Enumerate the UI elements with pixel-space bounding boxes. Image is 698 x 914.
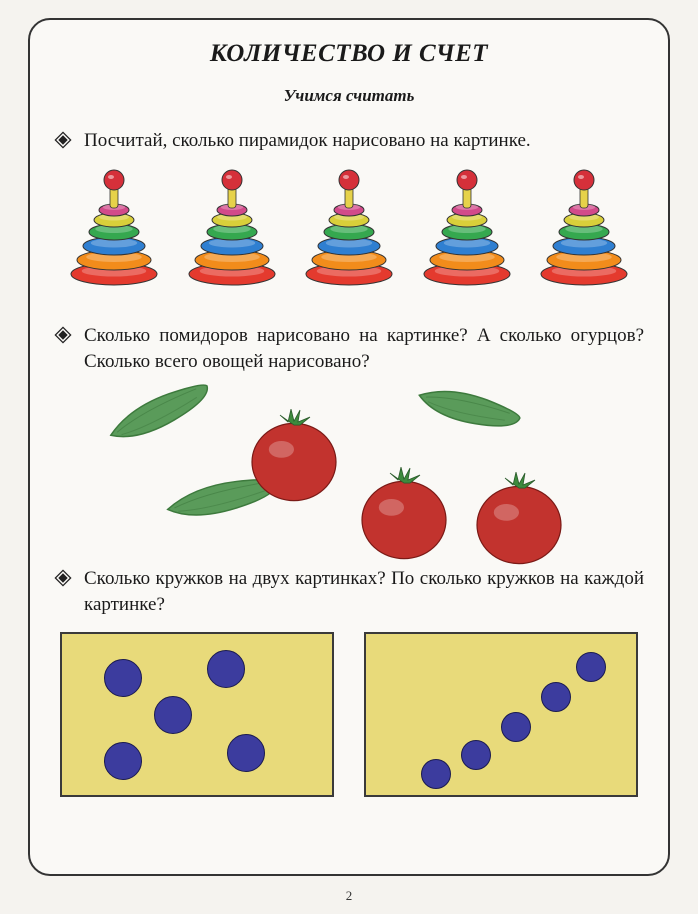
pyramid-icon <box>299 166 399 301</box>
pyramid-icon <box>417 166 517 301</box>
diamond-bullet-icon <box>54 131 72 154</box>
pyramid-icon <box>534 166 634 301</box>
cucumber-icon <box>96 371 223 461</box>
cucumber-icon <box>405 375 527 446</box>
counting-dot <box>227 734 265 772</box>
counting-dot <box>501 712 531 742</box>
counting-dot <box>421 759 451 789</box>
counting-dot <box>104 742 142 780</box>
task-circles: Сколько кружков на двух картинках? По ск… <box>54 566 644 796</box>
pyramids-row <box>54 164 644 311</box>
tomato-icon <box>244 406 344 511</box>
circle-panel-right <box>364 632 638 797</box>
pyramid-icon <box>64 166 164 301</box>
counting-dot <box>461 740 491 770</box>
vegetables-illustration <box>74 384 624 554</box>
counting-dot <box>154 696 192 734</box>
counting-dot <box>104 659 142 697</box>
task-text: Посчитай, сколько пирамидок нарисовано н… <box>84 128 531 154</box>
counting-dot <box>576 652 606 682</box>
task-pyramids: Посчитай, сколько пирамидок нарисовано н… <box>54 128 644 311</box>
diamond-bullet-icon <box>54 326 72 349</box>
diamond-bullet-icon <box>54 569 72 592</box>
task-text: Сколько помидоров нарисовано на картинке… <box>84 323 644 374</box>
page-subtitle: Учимся считать <box>54 86 644 106</box>
tomato-icon <box>354 464 454 569</box>
task-vegetables: Сколько помидоров нарисовано на картинке… <box>54 323 644 554</box>
counting-dot <box>207 650 245 688</box>
circles-row <box>54 628 644 797</box>
page-frame: КОЛИЧЕСТВО И СЧЕТ Учимся считать Посчита… <box>28 18 670 876</box>
tomato-icon <box>469 469 569 574</box>
counting-dot <box>541 682 571 712</box>
page-number: 2 <box>0 888 698 904</box>
circle-panel-left <box>60 632 334 797</box>
pyramid-icon <box>182 166 282 301</box>
page-title: КОЛИЧЕСТВО И СЧЕТ <box>54 40 644 68</box>
